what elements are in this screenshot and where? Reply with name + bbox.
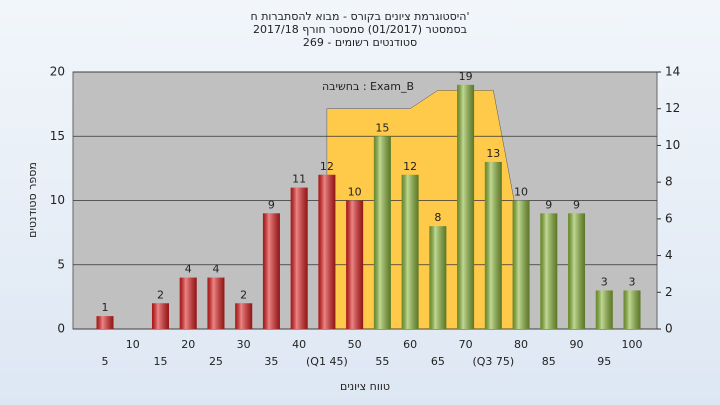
data-label: 8 xyxy=(434,211,441,224)
bar-shine xyxy=(484,161,502,329)
data-label: 12 xyxy=(320,160,334,173)
bar-shine xyxy=(151,303,169,329)
y-tick-label: 20 xyxy=(50,65,65,79)
bar-shine xyxy=(179,277,197,329)
x-tick-label: (Q1 45) xyxy=(306,355,348,368)
data-label: 19 xyxy=(459,70,473,83)
x-tick-label: 25 xyxy=(209,355,223,368)
data-label: 2 xyxy=(157,288,164,301)
data-label: 15 xyxy=(375,121,389,134)
x-tick-label: (Q3 75) xyxy=(472,355,514,368)
data-label: 10 xyxy=(514,186,528,199)
x-tick-label: 80 xyxy=(514,338,528,351)
data-label: 10 xyxy=(348,186,362,199)
annotation: בחשיבה : Exam_B xyxy=(322,80,414,93)
x-tick-label: 10 xyxy=(126,338,140,351)
bar-shine xyxy=(512,200,530,329)
y2-tick-label: 14 xyxy=(665,65,680,79)
x-tick-label: 20 xyxy=(181,338,195,351)
x-tick-label: 5 xyxy=(102,355,109,368)
x-tick-label: 60 xyxy=(403,338,417,351)
title: סטודנטים רשומים - 269 xyxy=(303,36,417,49)
x-axis-label: טווח ציונים xyxy=(340,380,390,393)
bar-shine xyxy=(595,290,613,329)
y-axis-label: מספר סטודנטים xyxy=(26,162,39,238)
x-tick-label: 95 xyxy=(597,355,611,368)
data-label: 4 xyxy=(212,263,219,276)
bar-shine xyxy=(96,316,114,329)
bar-shine xyxy=(207,277,225,329)
x-tick-label: 50 xyxy=(348,338,362,351)
y2-tick-label: 2 xyxy=(665,285,673,299)
y2-tick-label: 12 xyxy=(665,101,680,115)
y2-tick-label: 8 xyxy=(665,175,673,189)
bar-shine xyxy=(346,200,364,329)
y2-tick-label: 6 xyxy=(665,211,673,225)
bar-shine xyxy=(373,136,391,329)
data-label: 9 xyxy=(573,198,580,211)
data-label: 12 xyxy=(403,160,417,173)
data-label: 4 xyxy=(185,263,192,276)
title: בסמסטר (01/2017) סמסטר חורף 2017/18 xyxy=(253,23,467,36)
x-tick-label: 70 xyxy=(459,338,473,351)
data-label: 1 xyxy=(102,301,109,314)
data-label: 3 xyxy=(629,275,636,288)
bar-shine xyxy=(457,84,475,329)
y2-tick-label: 0 xyxy=(665,322,673,336)
x-tick-label: 40 xyxy=(292,338,306,351)
x-tick-label: 65 xyxy=(431,355,445,368)
x-tick-label: 35 xyxy=(264,355,278,368)
data-label: 9 xyxy=(268,198,275,211)
x-tick-label: 90 xyxy=(570,338,584,351)
data-label: 11 xyxy=(292,173,306,186)
data-label: 3 xyxy=(601,275,608,288)
bar-shine xyxy=(623,290,641,329)
bar-shine xyxy=(290,187,308,329)
y-tick-label: 10 xyxy=(50,193,65,207)
bar-shine xyxy=(318,174,336,329)
data-label: 2 xyxy=(240,288,247,301)
bar-shine xyxy=(401,174,419,329)
x-tick-label: 100 xyxy=(622,338,643,351)
bar-shine xyxy=(235,303,253,329)
x-tick-label: 30 xyxy=(237,338,251,351)
data-label: 9 xyxy=(545,198,552,211)
title: היסטוגרמת ציונים בקורס - מבוא להסתברות ח… xyxy=(251,10,470,23)
bar-shine xyxy=(429,226,447,329)
x-tick-label: 55 xyxy=(375,355,389,368)
y-tick-label: 15 xyxy=(50,129,65,143)
bar-shine xyxy=(262,213,280,329)
x-tick-label: 15 xyxy=(153,355,167,368)
y2-tick-label: 10 xyxy=(665,138,680,152)
x-tick-label: 85 xyxy=(542,355,556,368)
bar-shine xyxy=(540,213,558,329)
y-tick-label: 5 xyxy=(57,257,65,271)
y2-tick-label: 4 xyxy=(665,248,673,262)
y-tick-label: 0 xyxy=(57,322,65,336)
bar-shine xyxy=(568,213,586,329)
data-label: 13 xyxy=(486,147,500,160)
